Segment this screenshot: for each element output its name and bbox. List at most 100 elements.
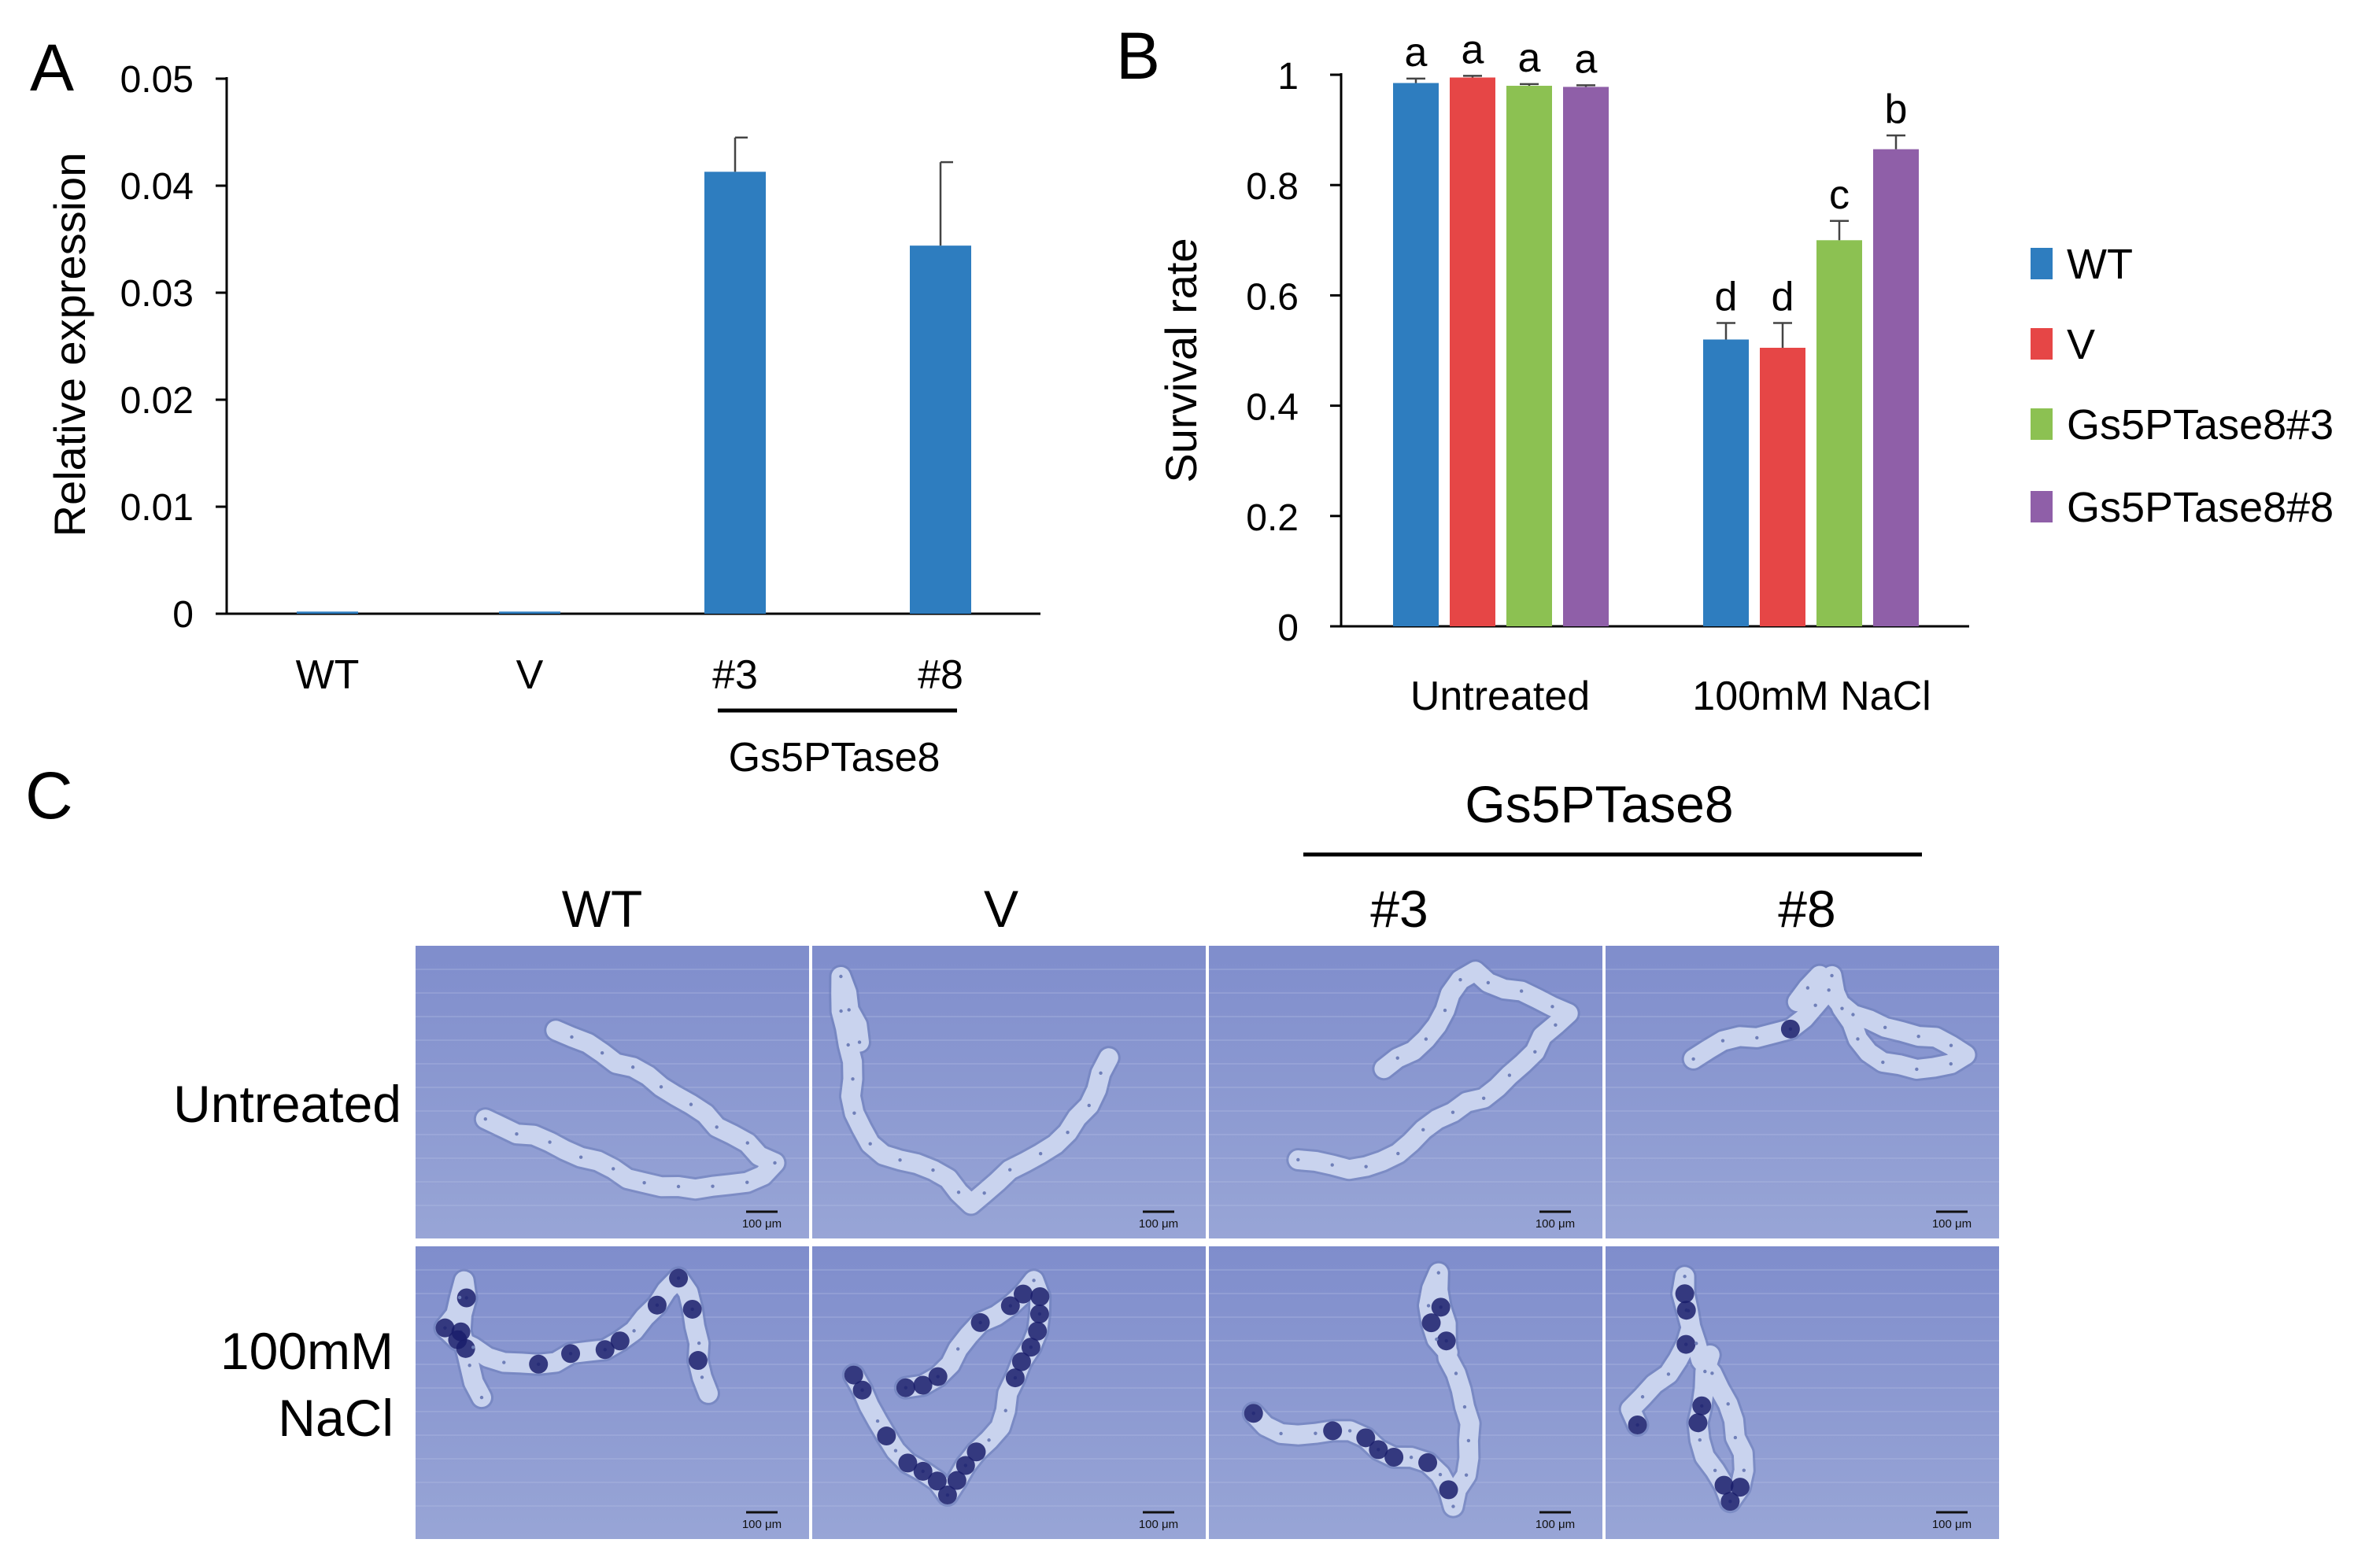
- panel-a-bar: [297, 611, 358, 614]
- stained-cell: [1676, 1301, 1696, 1320]
- cell-wall: [1066, 1131, 1070, 1135]
- panel-a-y-tick-label: 0.01: [120, 487, 194, 529]
- cell-wall: [1883, 1025, 1887, 1030]
- cell-wall: [689, 1102, 693, 1106]
- panel-b-axes: [1340, 73, 1969, 628]
- panel-b-bars: [1393, 75, 1919, 626]
- stained-cell: [682, 1299, 702, 1319]
- cell-wall: [457, 1295, 462, 1300]
- stained-cell: [1688, 1413, 1708, 1433]
- cell-wall: [1755, 1035, 1759, 1040]
- cell-wall: [612, 1167, 615, 1171]
- stained-cell: [852, 1380, 872, 1400]
- cell-wall: [1720, 1039, 1725, 1043]
- stained-cell: [561, 1344, 581, 1364]
- panel-b-legend-label: Gs5PTase8#3: [2067, 401, 2334, 448]
- cell-wall: [1486, 980, 1491, 985]
- stained-cell: [1730, 1478, 1750, 1497]
- cell-wall: [1421, 1128, 1425, 1132]
- panel-a-bars: [297, 136, 971, 614]
- panel-b-x-label: Untreated: [1410, 674, 1590, 719]
- stained-cell: [647, 1295, 667, 1315]
- panel-b-bar: [1760, 347, 1805, 626]
- cell-wall: [955, 1347, 960, 1351]
- cell-wall: [1464, 1473, 1469, 1477]
- micrograph-background: [1209, 1246, 1602, 1539]
- stained-cell: [669, 1268, 689, 1288]
- cell-wall: [1038, 1152, 1043, 1156]
- stained-cell: [595, 1340, 615, 1360]
- cell-wall: [868, 1142, 872, 1146]
- cell-filament: [831, 967, 1118, 1214]
- panel-c-row-label-nacl-line2: NaCl: [278, 1389, 394, 1447]
- stained-cell: [1384, 1447, 1404, 1467]
- stained-cell: [435, 1318, 455, 1338]
- stained-cell: [1011, 1352, 1031, 1371]
- cell-wall: [1032, 1279, 1036, 1283]
- stained-cell: [1431, 1297, 1451, 1317]
- cell-wall: [846, 1043, 850, 1047]
- stained-cell: [1021, 1338, 1040, 1357]
- cell-wall: [1435, 1337, 1439, 1342]
- panel-a-bar-chart: A Relative expression 00.010.020.030.040…: [30, 31, 1040, 781]
- stained-cell: [1439, 1480, 1458, 1500]
- stained-cell: [1030, 1286, 1050, 1306]
- cell-wall: [468, 1364, 471, 1368]
- panel-a-axes: [225, 77, 1040, 615]
- cell-wall: [632, 1329, 636, 1333]
- cell-wall: [1683, 1275, 1687, 1279]
- stained-cell: [947, 1471, 966, 1490]
- cell-wall: [711, 1184, 715, 1188]
- cell-wall: [1451, 1110, 1455, 1114]
- micrograph-1-2: 100 μm: [1209, 1246, 1602, 1539]
- cell-wall: [1296, 1157, 1300, 1162]
- panel-b-legend-label: WT: [2067, 241, 2133, 288]
- scale-bar-label: 100 μm: [1139, 1518, 1178, 1531]
- cell-wall: [898, 1158, 902, 1162]
- panel-c-letter: C: [25, 759, 73, 832]
- cell-wall: [851, 1077, 855, 1081]
- stained-cell: [1780, 1019, 1800, 1039]
- cell-wall: [893, 1449, 898, 1452]
- cell-wall: [1424, 1037, 1428, 1041]
- panel-a-y-tick-label: 0.05: [120, 59, 194, 101]
- stained-cell: [1692, 1396, 1712, 1416]
- stained-cell: [448, 1330, 468, 1349]
- stained-cell: [927, 1471, 947, 1491]
- cell-wall: [548, 1140, 552, 1144]
- panel-c-image-grid: 100 μm 100 μm 100 μm 100 μm 100 μm 100 μm 100 …: [416, 946, 1999, 1539]
- cell-wall: [852, 1111, 856, 1115]
- panel-b-y-axis-title: Survival rate: [1156, 238, 1206, 482]
- panel-b-bar: [1816, 240, 1862, 626]
- cell-wall: [875, 1419, 880, 1423]
- panel-a-x-label: WT: [296, 652, 360, 698]
- panel-b-bar-chart: B Survival rate 00.20.40.60.81 adadacab …: [1116, 19, 2334, 719]
- panel-c-micrographs: C Gs5PTase8 WT V #3 #8 Untreated 100mM NaCl 1…: [25, 759, 1999, 1539]
- panel-b-y-tick-label: 0.8: [1246, 166, 1299, 208]
- cell-wall: [1851, 1013, 1855, 1017]
- cell-wall: [1949, 1043, 1953, 1047]
- panel-c-column-header: #8: [1778, 880, 1835, 938]
- cell-wall: [1856, 1037, 1860, 1041]
- cell-wall: [1462, 1404, 1467, 1409]
- panel-b-y-tick-label: 0.6: [1246, 276, 1299, 318]
- micrograph-1-3: 100 μm: [1606, 1246, 1999, 1539]
- cell-wall: [715, 1125, 719, 1129]
- cell-wall: [1436, 1271, 1440, 1275]
- cell-wall: [1507, 1073, 1512, 1077]
- stained-cell: [1029, 1304, 1049, 1323]
- cell-wall: [1742, 1468, 1746, 1472]
- cell-filament: [1288, 962, 1578, 1179]
- stained-cell: [955, 1456, 975, 1475]
- panel-b-y-ticks: 0 0.2 0.4 0.6 0.8 1: [1246, 56, 1341, 649]
- panel-b-bar: [1450, 77, 1495, 626]
- stained-cell: [898, 1453, 918, 1473]
- cell-wall: [1451, 1504, 1455, 1508]
- cell-wall: [1330, 1163, 1334, 1167]
- panel-c-column-header: WT: [562, 880, 643, 938]
- cell-wall: [479, 1395, 484, 1400]
- cell-wall: [1279, 1431, 1283, 1436]
- panel-b-legend-swatch: [2031, 328, 2053, 360]
- cell-wall: [931, 1168, 935, 1172]
